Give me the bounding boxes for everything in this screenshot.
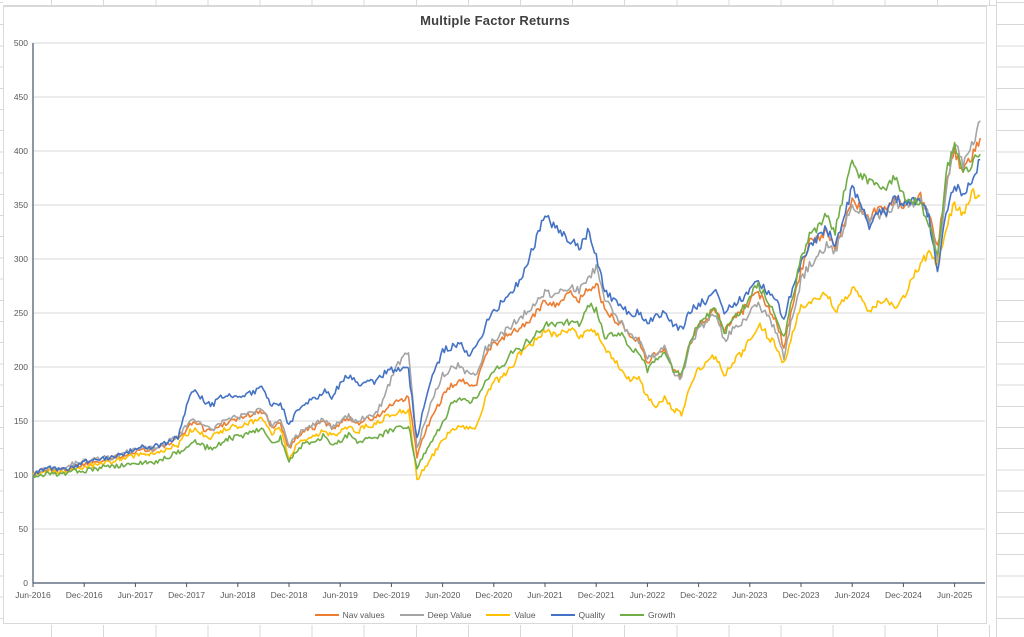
x-tick-label: Dec-2018: [271, 590, 308, 600]
x-tick-label: Dec-2022: [680, 590, 717, 600]
legend-item-value[interactable]: Value: [486, 610, 536, 620]
spreadsheet-columns-top: [0, 0, 1024, 6]
x-tick-label: Jun-2024: [834, 590, 870, 600]
chart-title: Multiple Factor Returns: [420, 13, 570, 28]
x-tick-label: Jun-2022: [630, 590, 666, 600]
x-tick-label: Jun-2021: [527, 590, 563, 600]
legend-swatch-growth: [620, 614, 645, 616]
legend-label: Quality: [578, 610, 606, 620]
legend-swatch-quality: [550, 614, 575, 616]
x-tick-label: Jun-2023: [732, 590, 768, 600]
series-line-nav-values[interactable]: [32, 137, 981, 478]
x-tick-label: Dec-2021: [578, 590, 615, 600]
series-line-deep-value[interactable]: [32, 120, 981, 476]
legend-label: Deep Value: [427, 610, 472, 620]
x-tick-label: Dec-2020: [475, 590, 512, 600]
legend-item-nav-values[interactable]: Nav values: [314, 610, 385, 620]
chart-plot-area: 0 50 100 150 200 250 300 350 400 450 500 Jun-2016 De…: [14, 38, 985, 600]
y-tick-label: 100: [14, 470, 28, 480]
x-tick-label: Dec-2016: [66, 590, 103, 600]
y-tick-label: 200: [14, 362, 28, 372]
y-tick-label: 450: [14, 92, 28, 102]
y-tick-label: 300: [14, 254, 28, 264]
spreadsheet-column-line: [996, 0, 997, 637]
series-line-quality[interactable]: [32, 158, 981, 478]
chart-object[interactable]: Multiple Factor Returns 0 50 100 150 200 250 3…: [3, 6, 987, 624]
x-tick-label: Dec-2019: [373, 590, 410, 600]
x-tick-label: Jun-2025: [937, 590, 973, 600]
y-tick-label: 500: [14, 38, 28, 48]
series-line-growth[interactable]: [32, 141, 981, 479]
x-tick-label: Jun-2020: [425, 590, 461, 600]
legend-item-deep-value[interactable]: Deep Value: [399, 610, 472, 620]
x-tick-label: Dec-2023: [783, 590, 820, 600]
chart-legend: Nav values Deep Value Value Quality Grow…: [4, 610, 986, 620]
legend-label: Growth: [648, 610, 676, 620]
legend-item-growth[interactable]: Growth: [620, 610, 675, 620]
x-tick-label: Dec-2024: [885, 590, 922, 600]
x-tick-label: Jun-2019: [322, 590, 358, 600]
spreadsheet-rows-right: [996, 0, 1024, 637]
legend-swatch-value: [486, 614, 511, 616]
x-tick-label: Jun-2018: [220, 590, 256, 600]
legend-item-quality[interactable]: Quality: [550, 610, 606, 620]
legend-label: Value: [514, 610, 536, 620]
x-tick-label: Jun-2016: [15, 590, 51, 600]
legend-swatch-nav-values: [314, 614, 339, 616]
y-tick-label: 50: [19, 524, 29, 534]
y-tick-label: 250: [14, 308, 28, 318]
x-tick-label: Dec-2017: [168, 590, 205, 600]
spreadsheet-columns-bottom: [0, 625, 1024, 637]
legend-swatch-deep-value: [399, 614, 424, 616]
spreadsheet-rows-left: [0, 0, 3, 637]
y-tick-label: 0: [23, 578, 28, 588]
y-tick-label: 400: [14, 146, 28, 156]
y-tick-label: 350: [14, 200, 28, 210]
x-tick-label: Jun-2017: [118, 590, 154, 600]
series-line-value[interactable]: [32, 188, 981, 481]
y-tick-label: 150: [14, 416, 28, 426]
legend-label: Nav values: [342, 610, 385, 620]
